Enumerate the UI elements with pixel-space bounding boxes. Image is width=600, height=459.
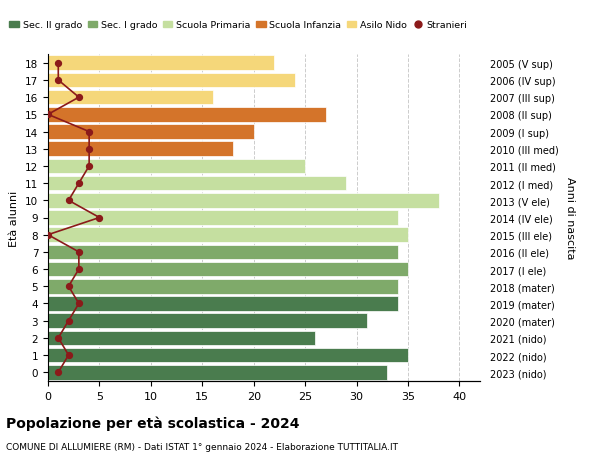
Point: [85, 146, 94, 153]
Point: [53, 77, 63, 84]
Bar: [48, 228, 408, 242]
Point: [74, 266, 83, 273]
Point: [74, 249, 83, 256]
Point: [53, 335, 63, 342]
Bar: [48, 142, 233, 157]
Bar: [48, 365, 388, 380]
Bar: [48, 348, 408, 363]
Point: [43, 231, 53, 239]
Point: [95, 214, 104, 222]
Bar: [48, 245, 398, 260]
Y-axis label: Anni di nascita: Anni di nascita: [565, 177, 575, 259]
Bar: [48, 176, 346, 191]
Point: [53, 60, 63, 67]
Bar: [48, 313, 367, 328]
Bar: [48, 297, 398, 311]
Bar: [48, 262, 408, 277]
Point: [64, 317, 73, 325]
Text: COMUNE DI ALLUMIERE (RM) - Dati ISTAT 1° gennaio 2024 - Elaborazione TUTTITALIA.: COMUNE DI ALLUMIERE (RM) - Dati ISTAT 1°…: [6, 442, 398, 451]
Bar: [48, 125, 254, 140]
Text: Popolazione per età scolastica - 2024: Popolazione per età scolastica - 2024: [6, 415, 299, 430]
Point: [74, 180, 83, 187]
Point: [64, 283, 73, 290]
Point: [43, 112, 53, 119]
Bar: [48, 280, 398, 294]
Bar: [48, 108, 326, 123]
Point: [53, 369, 63, 376]
Bar: [48, 211, 398, 225]
Point: [85, 163, 94, 170]
Point: [85, 129, 94, 136]
Bar: [48, 159, 305, 174]
Bar: [48, 56, 274, 71]
Y-axis label: Età alunni: Età alunni: [10, 190, 19, 246]
Bar: [48, 331, 316, 345]
Point: [74, 300, 83, 308]
Point: [74, 94, 83, 101]
Bar: [48, 91, 212, 105]
Bar: [48, 194, 439, 208]
Legend: Sec. II grado, Sec. I grado, Scuola Primaria, Scuola Infanzia, Asilo Nido, Stran: Sec. II grado, Sec. I grado, Scuola Prim…: [5, 17, 470, 34]
Bar: [48, 73, 295, 88]
Point: [64, 197, 73, 205]
Point: [64, 352, 73, 359]
